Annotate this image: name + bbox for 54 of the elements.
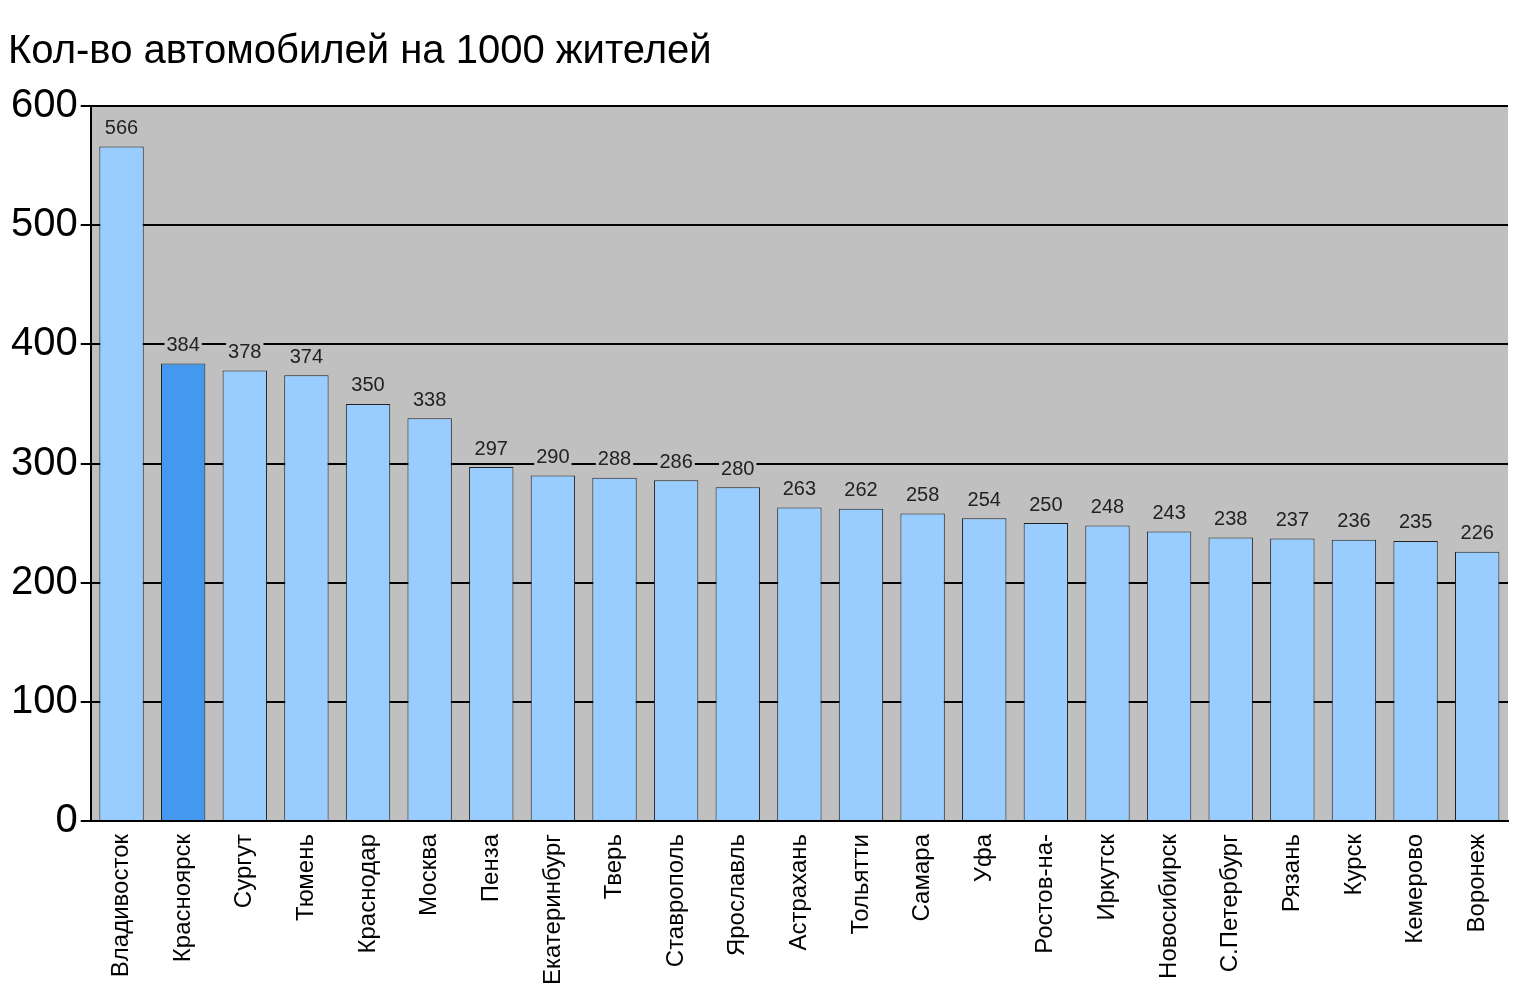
data-label: 235 [1398,510,1433,533]
x-tick-label: Курск [1338,833,1366,896]
data-label: 263 [782,477,817,500]
x-tick-label: Самара [907,833,935,922]
data-label: 297 [474,436,508,459]
x-tick-label: Воронеж [1461,834,1489,933]
data-label: 350 [351,373,385,396]
data-label: 248 [1090,494,1125,517]
data-label: 566 [104,116,139,139]
y-tick-label: 200 [10,557,78,602]
x-tick-label: Екатеринбург [537,833,565,985]
x-tick-label: Астрахань [783,834,811,951]
data-label: 338 [412,387,447,410]
x-tick-label: Уфа [968,833,996,883]
data-label: 280 [721,456,755,479]
x-tick-label: Ставрополь [660,834,688,968]
data-label: 384 [166,332,200,355]
data-label: 238 [1214,506,1248,529]
x-tick-label: С.Петербург [1215,833,1243,973]
x-tick-label: Новосибирск [1153,833,1181,979]
x-tick-label: Ярославль [722,834,750,957]
y-tick-label: 400 [10,319,78,364]
x-tick-label: Краснодар [352,834,380,954]
x-tick-label: Тольятти [845,834,873,935]
data-label: 262 [844,478,878,501]
x-tick-label: Рязань [1276,834,1304,913]
x-tick-label: Ростов-на- [1030,834,1058,954]
y-tick-label: 500 [10,200,78,245]
data-label: 236 [1337,509,1371,532]
data-label: 378 [228,340,262,363]
data-label: 237 [1275,508,1310,531]
data-label: 258 [905,483,940,506]
x-tick-label: Кемерово [1400,834,1428,944]
data-label: 254 [967,487,1001,510]
data-label: 226 [1460,521,1494,544]
x-tick-label: Пенза [475,833,503,903]
y-tick-label: 600 [10,81,78,126]
x-tick-label: Иркутск [1092,833,1120,921]
y-tick-label: 300 [10,438,78,483]
data-label: 286 [659,449,693,472]
data-label: 288 [597,447,632,470]
x-tick-label: Владивосток [106,833,134,978]
x-tick-label: Сургут [229,834,257,909]
data-label: 250 [1029,492,1063,515]
data-label: 374 [289,344,324,367]
x-tick-label: Красноярск [167,833,195,963]
x-tick-label: Тверь [599,834,627,900]
y-tick-label: 100 [10,676,78,721]
x-tick-label: Тюмень [291,834,319,921]
chart-title: Кол-во автомобилей на 1000 жителей [8,27,712,72]
x-tick-label: Москва [414,833,442,916]
data-label: 290 [536,444,570,467]
y-tick-label: 0 [55,796,78,841]
data-label: 243 [1152,500,1186,523]
